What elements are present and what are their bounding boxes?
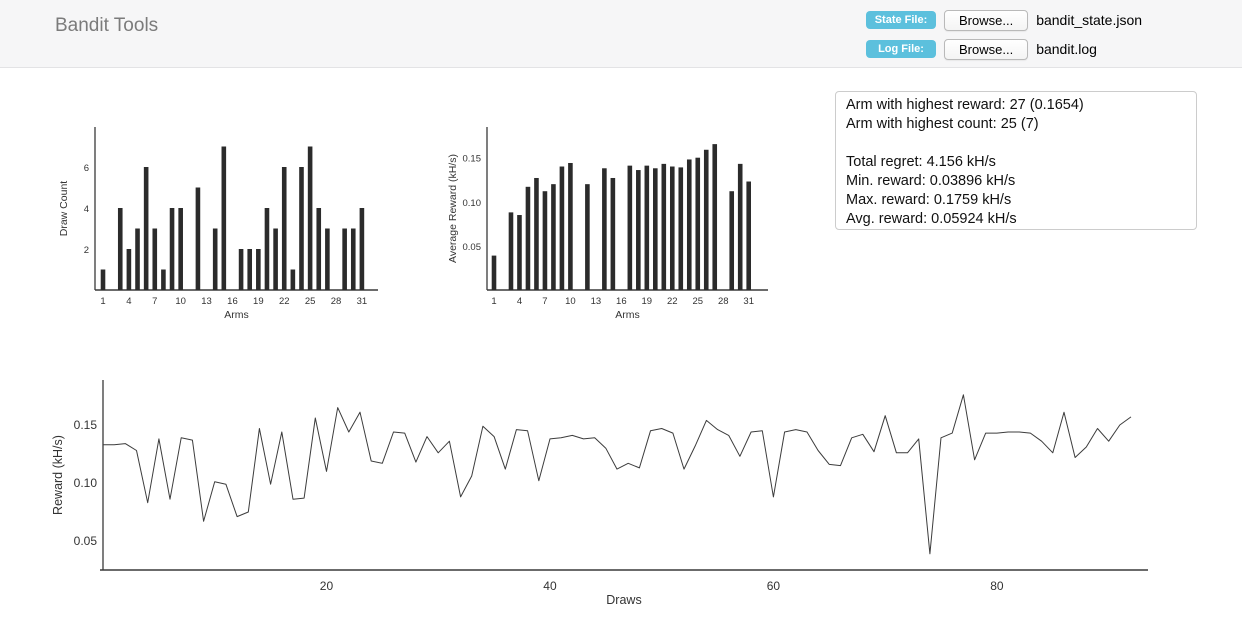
svg-text:20: 20 bbox=[320, 579, 334, 593]
svg-text:7: 7 bbox=[542, 296, 547, 307]
svg-text:19: 19 bbox=[253, 296, 264, 307]
reward-line-chart: 0.05 0.10 0.15 Draws Reward (kH/s) 20 40 60 80 bbox=[51, 380, 1148, 607]
svg-text:16: 16 bbox=[616, 296, 627, 307]
svg-text:13: 13 bbox=[201, 296, 212, 307]
svg-text:16: 16 bbox=[227, 296, 238, 307]
svg-text:0.10: 0.10 bbox=[463, 198, 482, 209]
svg-text:22: 22 bbox=[279, 296, 290, 307]
svg-text:31: 31 bbox=[743, 296, 754, 307]
svg-text:Draws: Draws bbox=[606, 593, 641, 607]
svg-text:10: 10 bbox=[175, 296, 186, 307]
draw-count-chart: 2 4 6 Arms Draw Count 1 4 7 10 13 16 19 22 25 28 31 bbox=[58, 127, 378, 321]
log-file-label: Log File: bbox=[866, 40, 936, 58]
stat-total-regret: Total regret: 4.156 kH/s bbox=[846, 154, 996, 170]
svg-text:0.15: 0.15 bbox=[74, 418, 98, 432]
svg-text:Average Reward (kH/s): Average Reward (kH/s) bbox=[447, 154, 459, 263]
app-header: Bandit Tools State File: Browse... bandi… bbox=[0, 0, 1242, 68]
svg-text:40: 40 bbox=[543, 579, 557, 593]
svg-text:0.05: 0.05 bbox=[463, 242, 482, 253]
svg-text:4: 4 bbox=[126, 296, 131, 307]
svg-text:1: 1 bbox=[491, 296, 496, 307]
svg-text:Arms: Arms bbox=[615, 309, 640, 321]
svg-text:60: 60 bbox=[767, 579, 781, 593]
stat-max-reward: Max. reward: 0.1759 kH/s bbox=[846, 192, 1012, 208]
svg-text:13: 13 bbox=[591, 296, 602, 307]
page-title: Bandit Tools bbox=[55, 15, 159, 36]
svg-text:0.15: 0.15 bbox=[463, 154, 482, 165]
svg-text:0.10: 0.10 bbox=[74, 476, 98, 490]
svg-text:10: 10 bbox=[565, 296, 576, 307]
state-file-label: State File: bbox=[866, 11, 936, 29]
svg-text:1: 1 bbox=[100, 296, 105, 307]
avg-reward-chart: 0.05 0.10 0.15 Arms Average Reward (kH/s) 1 4 7… bbox=[447, 127, 768, 321]
svg-text:28: 28 bbox=[331, 296, 342, 307]
stat-avg-reward: Avg. reward: 0.05924 kH/s bbox=[846, 211, 1017, 227]
svg-text:Arms: Arms bbox=[224, 309, 249, 321]
svg-text:4: 4 bbox=[517, 296, 522, 307]
stat-highest-count: Arm with highest count: 25 (7) bbox=[846, 116, 1039, 132]
svg-text:25: 25 bbox=[692, 296, 703, 307]
svg-text:Reward (kH/s): Reward (kH/s) bbox=[51, 435, 65, 515]
svg-text:4: 4 bbox=[84, 204, 89, 215]
svg-text:0.05: 0.05 bbox=[74, 534, 98, 548]
log-file-browse-button[interactable]: Browse... bbox=[944, 38, 1029, 60]
file-controls: State File: Browse... bandit_state.json … bbox=[866, 9, 1142, 60]
svg-text:31: 31 bbox=[357, 296, 368, 307]
svg-text:2: 2 bbox=[84, 245, 89, 256]
svg-text:19: 19 bbox=[642, 296, 653, 307]
state-file-row: State File: Browse... bandit_state.json bbox=[866, 9, 1142, 31]
svg-text:28: 28 bbox=[718, 296, 729, 307]
stat-highest-reward: Arm with highest reward: 27 (0.1654) bbox=[846, 97, 1084, 113]
svg-text:Draw Count: Draw Count bbox=[58, 181, 70, 237]
stats-box: Arm with highest reward: 27 (0.1654) Arm… bbox=[835, 91, 1197, 230]
stat-spacer bbox=[846, 134, 1186, 153]
state-file-browse-button[interactable]: Browse... bbox=[944, 9, 1029, 31]
svg-text:80: 80 bbox=[990, 579, 1004, 593]
log-file-name: bandit.log bbox=[1036, 41, 1097, 57]
svg-text:6: 6 bbox=[84, 163, 89, 174]
state-file-name: bandit_state.json bbox=[1036, 12, 1143, 28]
svg-text:7: 7 bbox=[152, 296, 157, 307]
log-file-row: Log File: Browse... bandit.log bbox=[866, 38, 1142, 60]
svg-text:25: 25 bbox=[305, 296, 316, 307]
stat-min-reward: Min. reward: 0.03896 kH/s bbox=[846, 173, 1016, 189]
svg-text:22: 22 bbox=[667, 296, 678, 307]
